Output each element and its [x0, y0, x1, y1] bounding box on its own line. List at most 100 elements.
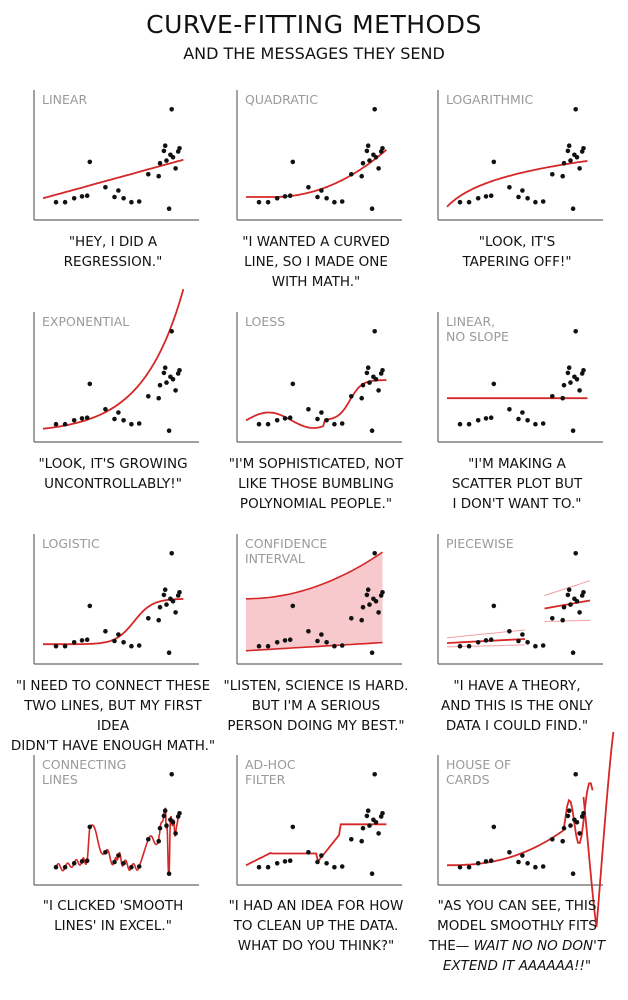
- data-point: [290, 824, 296, 830]
- caption-line: AND THIS IS THE ONLY: [440, 698, 594, 714]
- caption-line: LIKE THOSE BUMBLING: [238, 476, 394, 492]
- panel-linear: LINEAR: [33, 88, 199, 223]
- data-point: [306, 185, 311, 190]
- data-point: [581, 368, 586, 373]
- data-point: [166, 428, 172, 433]
- data-point: [169, 329, 174, 334]
- data-point: [161, 592, 167, 598]
- data-point: [574, 599, 580, 604]
- data-point: [290, 381, 296, 387]
- method-label-line: HOUSE OF: [446, 757, 512, 772]
- caption-piecewise: "I HAVE A THEORY, AND THIS IS THE ONLY DAT…: [412, 676, 622, 736]
- data-point: [121, 640, 126, 645]
- caption-line: EXTEND IT AAAAAA!!": [442, 958, 592, 974]
- caption-line: TAPERING OFF!": [462, 254, 572, 270]
- panel-logistic: LOGISTIC: [33, 532, 199, 667]
- data-point: [53, 864, 59, 870]
- confidence-band: [246, 552, 383, 651]
- data-point: [573, 329, 578, 334]
- data-point: [324, 861, 329, 866]
- data-point: [574, 377, 580, 382]
- data-point: [87, 381, 93, 387]
- panel-piecewise: PIECEWISE: [437, 532, 603, 667]
- data-point: [540, 643, 546, 648]
- data-point: [550, 616, 555, 621]
- data-point: [373, 820, 379, 825]
- caption-line: "I'M SOPHISTICATED, NOT: [228, 456, 404, 472]
- data-point: [53, 421, 59, 427]
- data-point: [560, 173, 565, 179]
- caption-line: MODEL SMOOTHLY FITS: [437, 918, 597, 934]
- data-point: [112, 416, 117, 422]
- data-point: [315, 416, 320, 422]
- data-point: [170, 820, 176, 825]
- data-point: [483, 638, 489, 643]
- data-point: [570, 206, 576, 211]
- fit-line: [42, 288, 185, 430]
- data-point: [577, 388, 582, 393]
- method-label-line: LINEAR: [42, 92, 88, 107]
- data-point: [112, 194, 117, 200]
- data-point: [129, 421, 134, 427]
- data-point: [577, 166, 582, 171]
- data-point: [79, 859, 85, 864]
- data-point: [561, 825, 567, 831]
- method-label: QUADRATIC: [245, 92, 395, 107]
- caption-line: DIDN'T HAVE ENOUGH MATH.": [10, 738, 216, 754]
- data-point: [146, 394, 151, 399]
- caption-connecting-lines: "I CLICKED 'SMOOTH LINES' IN EXCEL.": [8, 896, 218, 936]
- data-point: [156, 395, 161, 401]
- data-point: [457, 199, 463, 205]
- data-point: [265, 199, 271, 205]
- data-point: [560, 617, 565, 623]
- data-point: [136, 199, 142, 204]
- data-point: [376, 166, 381, 171]
- data-point: [365, 808, 371, 813]
- data-point: [157, 604, 163, 610]
- data-point: [516, 859, 521, 865]
- data-point: [71, 861, 77, 866]
- method-label-line: AD-HOC: [245, 757, 296, 772]
- data-point: [166, 206, 172, 211]
- caption-line: "I HAVE A THEORY,: [453, 678, 581, 694]
- data-point: [566, 808, 572, 813]
- method-label-line: CARDS: [446, 772, 490, 787]
- fit-line: [446, 782, 594, 867]
- data-point: [457, 864, 463, 870]
- data-point: [568, 602, 573, 607]
- data-point: [129, 643, 134, 649]
- data-point: [256, 643, 262, 649]
- method-label-line: CONNECTING: [42, 757, 127, 772]
- data-point: [367, 602, 372, 607]
- data-point: [162, 143, 168, 148]
- data-point: [71, 196, 77, 201]
- data-point: [568, 158, 573, 163]
- caption-line: WITH MATH.": [271, 274, 361, 290]
- data-point: [550, 172, 555, 177]
- data-point: [566, 365, 572, 370]
- caption-line: UNCONTROLLABLY!": [44, 476, 182, 492]
- data-point: [516, 638, 521, 644]
- data-point: [103, 629, 108, 634]
- data-point: [265, 643, 271, 649]
- caption-line: THE— WAIT NO NO DON'T: [428, 938, 606, 954]
- method-label: EXPONENTIAL: [42, 314, 192, 329]
- data-point: [507, 629, 512, 634]
- data-point: [169, 107, 174, 112]
- data-point: [372, 551, 377, 556]
- data-point: [116, 853, 121, 858]
- data-point: [483, 194, 489, 199]
- data-point: [568, 380, 573, 385]
- data-point: [367, 823, 372, 828]
- data-point: [359, 173, 364, 179]
- method-label-line: LOGARITHMIC: [446, 92, 534, 107]
- data-point: [540, 199, 546, 204]
- data-point: [365, 587, 371, 592]
- data-point: [62, 864, 68, 870]
- data-point: [173, 166, 178, 171]
- page-subtitle: AND THE MESSAGES THEY SEND: [183, 44, 445, 63]
- data-point: [373, 155, 379, 160]
- data-point: [570, 871, 576, 876]
- data-point: [380, 368, 385, 373]
- data-point: [364, 370, 370, 376]
